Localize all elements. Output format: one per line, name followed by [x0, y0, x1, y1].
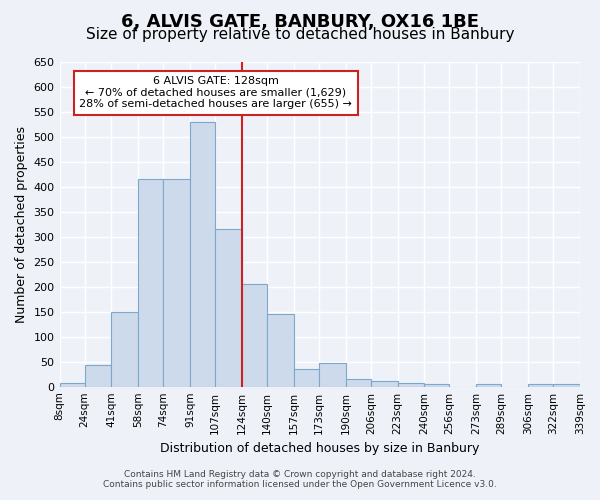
Text: Contains HM Land Registry data © Crown copyright and database right 2024.
Contai: Contains HM Land Registry data © Crown c…	[103, 470, 497, 489]
Bar	[398, 382, 424, 386]
Bar	[59, 382, 85, 386]
Bar	[476, 384, 502, 386]
Bar	[319, 362, 346, 386]
Bar	[138, 179, 163, 386]
Bar	[242, 284, 267, 386]
Text: 6 ALVIS GATE: 128sqm
← 70% of detached houses are smaller (1,629)
28% of semi-de: 6 ALVIS GATE: 128sqm ← 70% of detached h…	[79, 76, 352, 110]
Bar	[424, 384, 449, 386]
Bar	[112, 312, 138, 386]
Bar	[553, 384, 580, 386]
X-axis label: Distribution of detached houses by size in Banbury: Distribution of detached houses by size …	[160, 442, 479, 455]
Bar	[528, 384, 553, 386]
Bar	[163, 179, 190, 386]
Bar	[371, 380, 398, 386]
Bar	[294, 369, 319, 386]
Bar	[190, 122, 215, 386]
Bar	[267, 314, 294, 386]
Bar	[346, 379, 371, 386]
Text: 6, ALVIS GATE, BANBURY, OX16 1BE: 6, ALVIS GATE, BANBURY, OX16 1BE	[121, 12, 479, 30]
Bar	[215, 229, 242, 386]
Y-axis label: Number of detached properties: Number of detached properties	[15, 126, 28, 322]
Bar	[85, 364, 112, 386]
Text: Size of property relative to detached houses in Banbury: Size of property relative to detached ho…	[86, 28, 514, 42]
